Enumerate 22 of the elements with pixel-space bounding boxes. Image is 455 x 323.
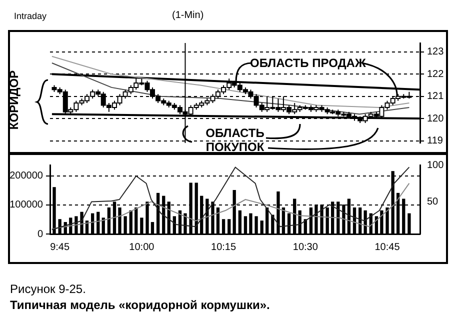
y2-tick-label: 50: [427, 196, 439, 208]
annotation: ОБЛАСТЬ ПРОДАЖ: [250, 56, 366, 70]
annotation: ОБЛАСТЬ ПОКУПОК: [204, 126, 266, 154]
x-tick-label: 9:45: [50, 242, 70, 253]
y-tick-label: 200000: [10, 170, 44, 182]
y-tick-label: 119: [427, 136, 444, 147]
chart-title: (1-Min): [172, 10, 204, 21]
chart-subtitle: Intraday: [14, 11, 47, 21]
y-tick-label: 0: [37, 228, 44, 240]
x-tick-label: 10:45: [374, 242, 400, 253]
x-tick-label: 10:15: [211, 242, 236, 253]
y2-tick-label: 100: [427, 160, 444, 171]
x-tick-label: 10:00: [129, 242, 155, 253]
y-tick-label: 120: [427, 113, 444, 124]
y-tick-label: 121: [427, 91, 444, 102]
text: КОРИДОР: [7, 70, 21, 130]
x-tick-label: 10:30: [292, 242, 318, 253]
text: Типичная модель «коридорной кормушки».: [10, 298, 270, 312]
y-tick-label: 100000: [10, 200, 44, 211]
y-tick-label: 122: [427, 68, 444, 80]
text: Рисунок 9-25.: [10, 282, 86, 296]
y-tick-label: 123: [427, 46, 444, 58]
